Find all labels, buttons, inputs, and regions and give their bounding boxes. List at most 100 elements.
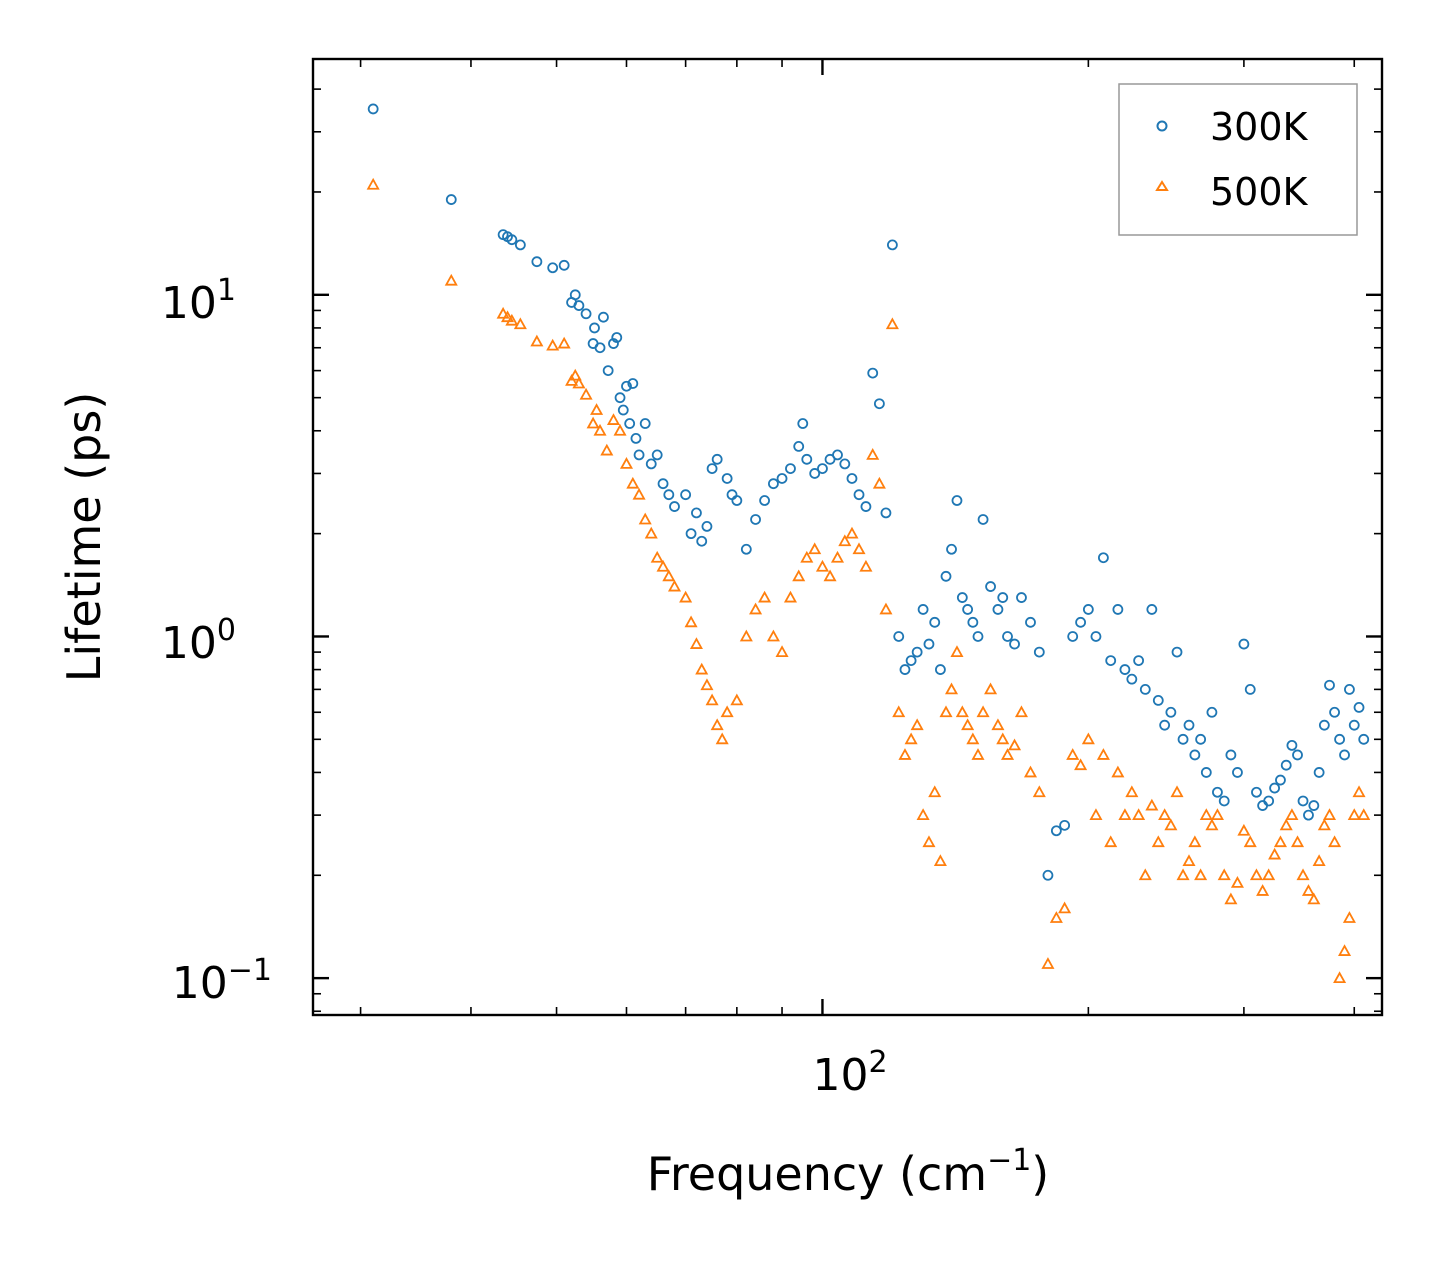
data-point-500k xyxy=(885,317,899,330)
data-point-300k xyxy=(1303,809,1314,821)
data-point-500k xyxy=(626,476,640,489)
data-point-500k xyxy=(1307,892,1321,905)
data-point-300k xyxy=(1280,759,1292,771)
data-point-300k xyxy=(514,239,526,251)
data-point-300k xyxy=(905,655,917,666)
data-point-300k xyxy=(873,398,885,410)
data-point-300k xyxy=(1177,733,1189,745)
data-point-300k xyxy=(706,463,718,474)
data-point-500k xyxy=(444,273,458,286)
data-point-300k xyxy=(1318,719,1330,731)
data-point-500k xyxy=(1290,835,1305,848)
data-point-300k xyxy=(867,367,879,379)
data-point-300k xyxy=(1286,739,1298,751)
data-point-500k xyxy=(879,602,893,615)
data-point-300k xyxy=(992,604,1004,615)
data-point-500k xyxy=(496,306,510,319)
data-point-300k xyxy=(1232,767,1243,778)
data-point-500k xyxy=(976,705,990,718)
data-point-300k xyxy=(602,365,614,377)
data-point-300k xyxy=(558,259,570,271)
data-point-300k xyxy=(967,616,979,628)
data-point-300k xyxy=(1189,749,1201,761)
data-point-500k xyxy=(632,487,646,500)
data-point-300k xyxy=(1292,749,1303,761)
data-point-300k xyxy=(1159,719,1171,731)
data-point-300k xyxy=(1212,786,1223,798)
data-point-500k xyxy=(1338,944,1352,956)
data-point-300k xyxy=(589,322,600,334)
data-point-300k xyxy=(893,631,905,642)
y-tick-label-10-0: 100 xyxy=(161,613,236,669)
data-point-300k xyxy=(1251,786,1262,798)
data-point-500k xyxy=(910,718,924,731)
data-point-300k xyxy=(696,535,708,547)
data-point-500k xyxy=(366,177,380,190)
data-point-500k xyxy=(679,590,693,603)
data-point-300k xyxy=(680,489,692,501)
legend-marker-300k xyxy=(1156,120,1168,132)
data-point-300k xyxy=(598,311,609,323)
data-point-300k xyxy=(880,507,892,519)
data-point-300k xyxy=(1339,749,1350,761)
data-point-300k xyxy=(917,604,929,615)
data-point-500k xyxy=(656,559,670,572)
data-point-300k xyxy=(624,418,636,429)
data-point-500k xyxy=(1158,808,1172,821)
data-point-300k xyxy=(1139,683,1151,695)
data-point-500k xyxy=(1256,884,1270,896)
data-point-500k xyxy=(705,693,719,706)
data-point-500k xyxy=(593,423,607,436)
data-point-300k xyxy=(608,338,619,349)
data-point-300k xyxy=(759,495,770,506)
data-point-300k xyxy=(1146,604,1158,615)
data-point-300k xyxy=(721,473,733,484)
data-point-300k xyxy=(923,638,935,650)
data-point-500k xyxy=(950,645,964,658)
data-point-300k xyxy=(633,449,645,461)
data-point-300k xyxy=(685,528,697,540)
data-point-300k xyxy=(580,308,592,320)
data-point-500k xyxy=(710,718,724,731)
data-point-300k xyxy=(985,581,996,592)
data-point-300k xyxy=(663,489,675,501)
data-point-300k xyxy=(1067,631,1079,642)
data-point-500k xyxy=(1217,868,1231,881)
data-point-500k xyxy=(1273,835,1287,848)
data-point-300k xyxy=(669,501,680,512)
data-point-500k xyxy=(1243,835,1257,848)
data-point-300k xyxy=(1119,664,1131,675)
series-300k-markers xyxy=(367,103,1370,881)
data-point-500k xyxy=(619,457,634,469)
data-point-300k xyxy=(691,507,702,519)
data-point-500k xyxy=(1104,835,1118,848)
data-point-500k xyxy=(1058,901,1072,914)
data-point-300k xyxy=(506,234,518,246)
data-point-300k xyxy=(951,495,963,506)
series-500k-markers xyxy=(366,177,1371,984)
data-point-500k xyxy=(1118,808,1132,821)
data-point-500k xyxy=(650,550,664,563)
data-point-500k xyxy=(939,705,953,718)
data-point-500k xyxy=(572,376,586,389)
data-point-300k xyxy=(860,501,872,512)
data-point-500k xyxy=(800,550,814,563)
data-point-500k xyxy=(933,854,947,867)
data-point-300k xyxy=(768,478,779,490)
data-point-300k xyxy=(809,468,821,479)
y-axis-ticks xyxy=(313,88,1382,1013)
data-point-300k xyxy=(1358,733,1370,745)
data-point-500k xyxy=(1237,823,1251,836)
data-point-500k xyxy=(1312,854,1326,867)
data-point-500k xyxy=(606,413,621,425)
data-point-300k xyxy=(621,380,632,392)
data-point-500k xyxy=(613,423,627,436)
data-point-500k xyxy=(749,602,763,615)
data-point-500k xyxy=(1000,748,1015,760)
data-point-500k xyxy=(1279,818,1293,831)
legend-marker-500k xyxy=(1155,180,1169,191)
data-point-500k xyxy=(830,550,845,563)
data-point-500k xyxy=(557,336,571,349)
data-point-300k xyxy=(1353,702,1365,713)
data-point-500k xyxy=(1317,818,1331,831)
